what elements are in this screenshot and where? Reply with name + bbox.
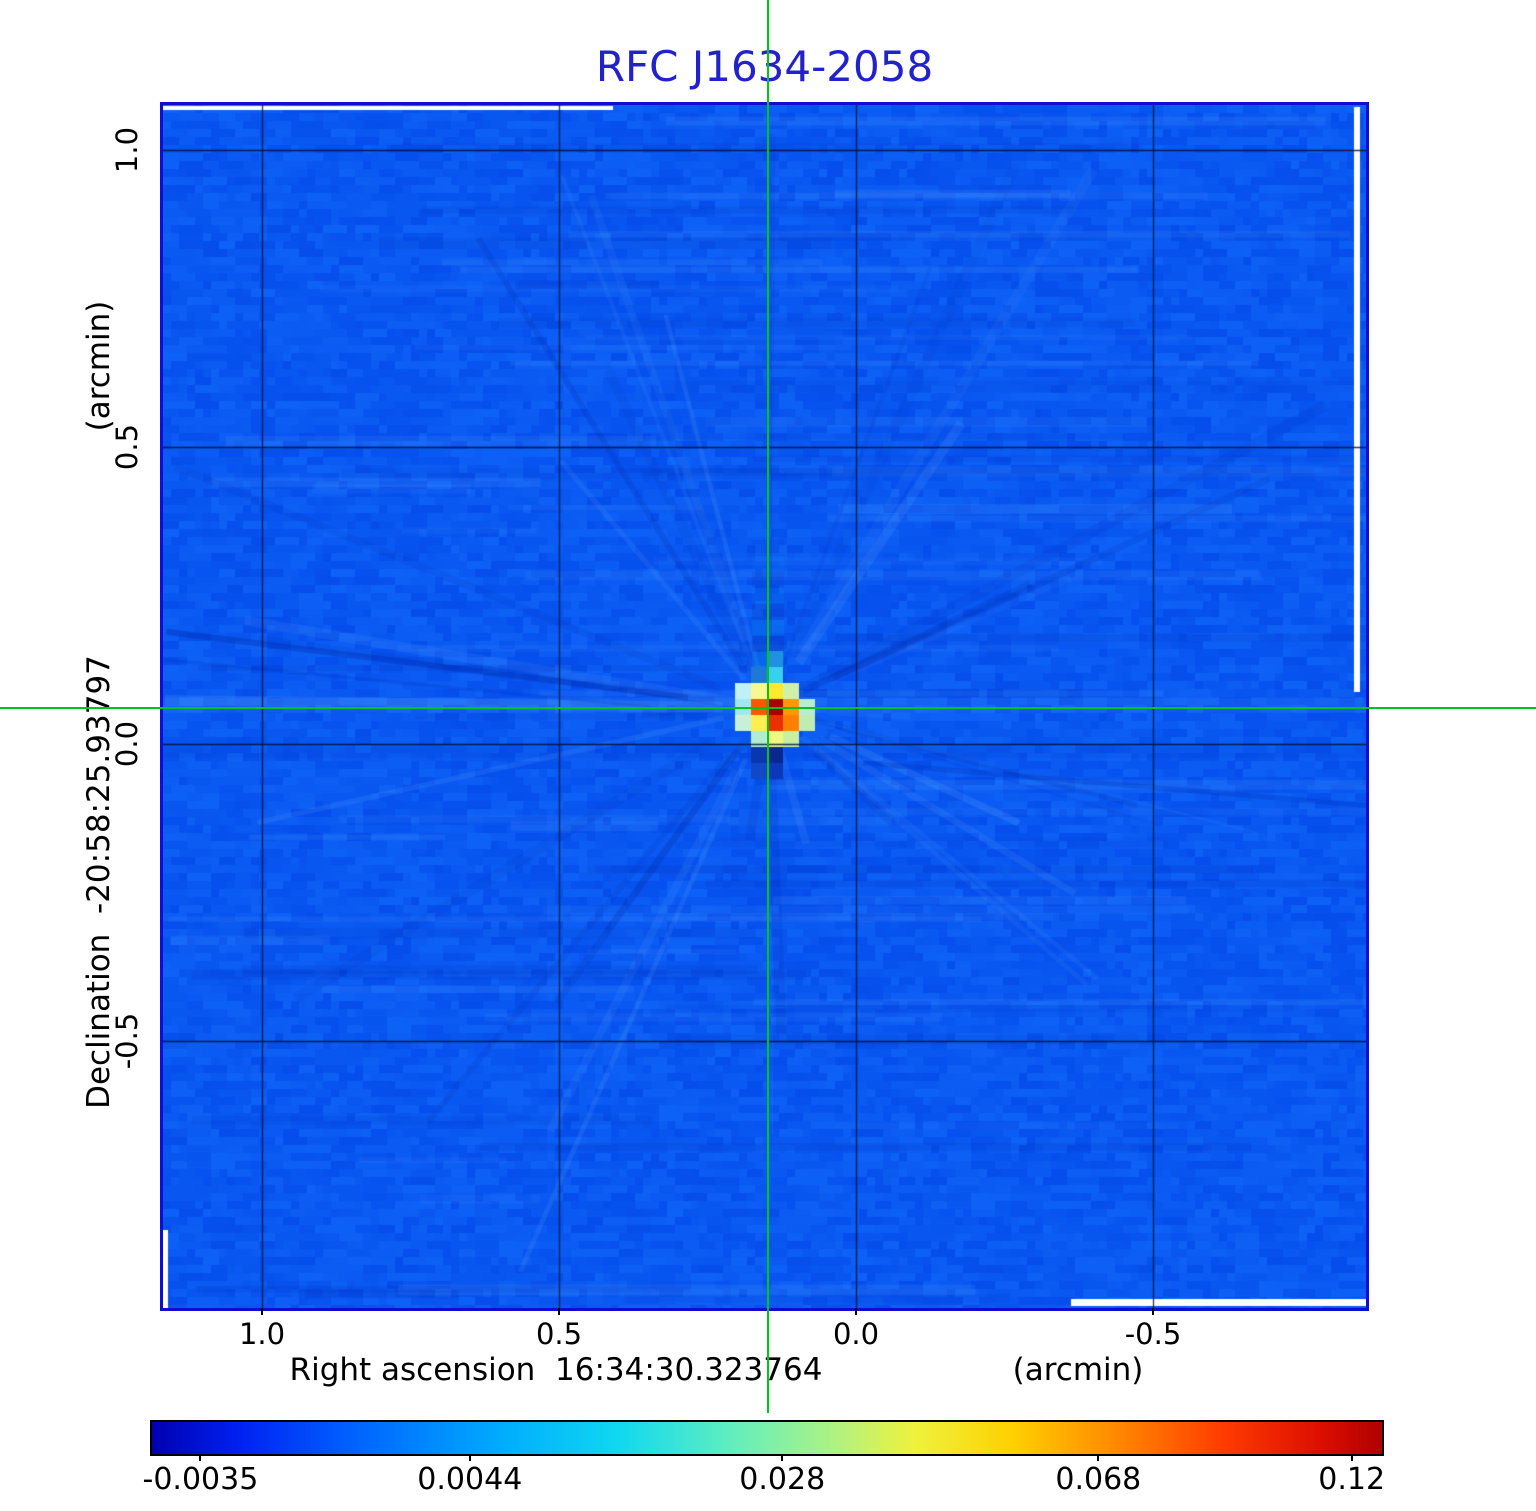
y-axis-unit-label: (arcmin) (81, 300, 117, 432)
colorbar-tick (1097, 1454, 1100, 1461)
crosshair-vertical-line (767, 0, 769, 1413)
x-frame-tick (1152, 1308, 1154, 1315)
colorbar-label-max: 0.12 (1318, 1462, 1386, 1497)
radio-map-canvas (163, 105, 1366, 1308)
map-plot-area (160, 102, 1369, 1311)
colorbar-label-min: -0.0035 (142, 1462, 259, 1497)
colorbar-tick (781, 1454, 784, 1461)
colorbar-tick (1350, 1454, 1353, 1461)
x-axis-label-right-ascension: Right ascension 16:34:30.323764 (289, 1352, 823, 1388)
y-tick-1.0: 1.0 (110, 126, 144, 174)
x-tick-0.0: 0.0 (832, 1317, 880, 1351)
x-tick--0.5: -0.5 (1124, 1317, 1182, 1351)
x-frame-tick (855, 1308, 857, 1315)
x-frame-tick (261, 1308, 263, 1315)
figure-title: RFC J1634-2058 (595, 42, 934, 91)
crosshair-horizontal-line (0, 707, 1536, 709)
x-frame-tick (558, 1308, 560, 1315)
colorbar (150, 1420, 1384, 1456)
colorbar-tick (468, 1454, 471, 1461)
x-tick-1.0: 1.0 (238, 1317, 286, 1351)
x-tick-0.5: 0.5 (535, 1317, 583, 1351)
colorbar-label-3: 0.028 (739, 1462, 826, 1497)
colorbar-label-4: 0.068 (1055, 1462, 1142, 1497)
x-axis-unit-label: (arcmin) (1012, 1352, 1144, 1388)
y-axis-label-declination: Declination -20:58:25.93797 (81, 655, 117, 1109)
colorbar-label-2: 0.0044 (417, 1462, 523, 1497)
colorbar-tick (199, 1454, 202, 1461)
